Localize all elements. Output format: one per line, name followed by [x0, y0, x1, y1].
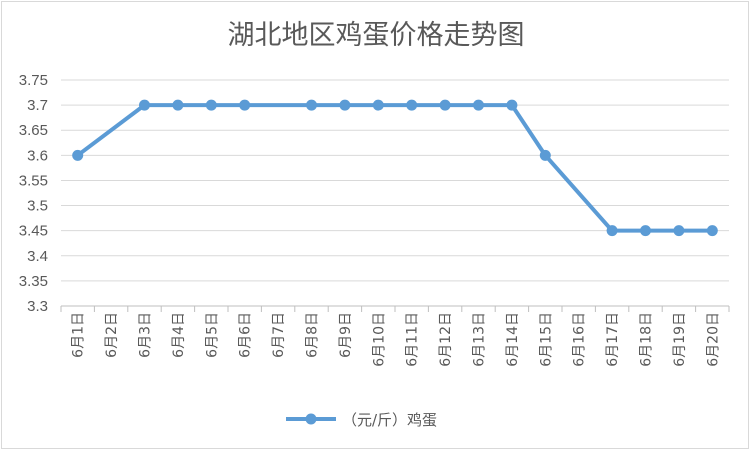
chart-title: 湖北地区鸡蛋价格走势图: [228, 20, 525, 51]
y-tick-label: 3.75: [19, 72, 48, 89]
x-tick-label: 6月8日: [305, 312, 321, 358]
y-tick-label: 3.4: [27, 248, 48, 265]
y-tick-label: 3.65: [19, 122, 48, 139]
data-point: [706, 225, 718, 237]
x-tick-label: 6月20日: [705, 312, 721, 367]
data-point: [306, 99, 317, 111]
data-point: [239, 99, 251, 111]
legend-label: （元/斤）鸡蛋: [342, 411, 437, 429]
x-tick-label: 6月2日: [104, 312, 120, 358]
x-tick-label: 6月3日: [138, 312, 154, 358]
data-point: [205, 99, 217, 111]
data-point: [339, 99, 351, 111]
plot-area: [72, 99, 718, 237]
y-tick-label: 3.35: [19, 273, 48, 290]
y-tick-label: 3.55: [19, 172, 48, 189]
gridlines: [61, 79, 729, 307]
x-tick-label: 6月9日: [338, 312, 354, 358]
x-tick-label: 6月5日: [204, 312, 220, 358]
data-point: [606, 225, 618, 237]
x-tick-label: 6月17日: [605, 312, 621, 367]
x-tick-label: 6月19日: [672, 312, 688, 367]
data-point: [139, 99, 150, 111]
y-tick-label: 3.6: [27, 147, 48, 164]
x-tick-label: 6月12日: [438, 312, 454, 367]
legend: （元/斤）鸡蛋: [286, 411, 437, 429]
data-point: [439, 99, 451, 111]
data-point: [406, 99, 418, 111]
y-tick-label: 3.5: [27, 198, 48, 215]
x-tick-label: 6月10日: [371, 312, 387, 367]
data-point: [473, 99, 484, 111]
x-tick-label: 6月7日: [271, 312, 287, 358]
x-tick-label: 6月14日: [505, 312, 521, 367]
data-point: [539, 149, 551, 161]
data-point: [172, 99, 184, 111]
data-point: [72, 149, 84, 161]
x-tick-label: 6月6日: [238, 312, 254, 358]
y-tick-label: 3.45: [19, 223, 48, 240]
data-point: [372, 99, 384, 111]
y-axis: 3.3 3.35 3.4 3.45 3.5 3.55 3.6 3.65 3.7 3.75: [19, 72, 48, 315]
y-tick-label: 3.7: [27, 97, 48, 114]
x-tick-label: 6月4日: [171, 312, 187, 358]
x-tick-label: 6月1日: [71, 312, 87, 358]
x-axis: 6月1日 6月2日 6月3日 6月4日 6月5日 6月6日 6月7日 6月8日 6月9日 6月10…: [60, 306, 730, 367]
x-tick-label: 6月16日: [572, 312, 588, 367]
x-tick-label: 6月18日: [639, 312, 655, 367]
x-tick-label: 6月11日: [405, 312, 421, 367]
data-point: [640, 225, 651, 237]
legend-point-marker: [305, 413, 317, 425]
x-tick-label: 6月13日: [472, 312, 488, 367]
data-point: [506, 99, 518, 111]
series-line: [76, 103, 713, 233]
x-tick-label: 6月15日: [538, 312, 554, 367]
data-point: [673, 225, 685, 237]
y-tick-label: 3.3: [27, 298, 48, 315]
